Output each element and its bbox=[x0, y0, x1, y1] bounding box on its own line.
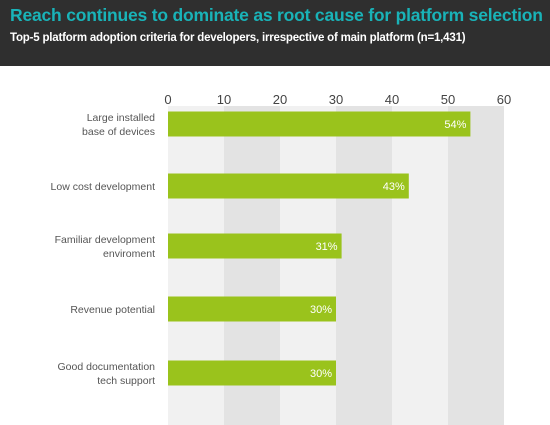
category-label: Familiar development bbox=[55, 234, 155, 246]
bar bbox=[168, 233, 342, 259]
bar-value-label: 54% bbox=[444, 119, 466, 131]
bar bbox=[168, 173, 409, 199]
x-tick-label: 40 bbox=[385, 92, 399, 107]
grid-band bbox=[392, 106, 448, 425]
category-label: tech support bbox=[97, 375, 155, 387]
category-label: Large installed bbox=[87, 112, 155, 124]
bar bbox=[168, 296, 336, 322]
x-tick-label: 20 bbox=[273, 92, 287, 107]
x-tick-label: 0 bbox=[164, 92, 171, 107]
category-label: Good documentation bbox=[58, 361, 156, 373]
x-tick-label: 50 bbox=[441, 92, 455, 107]
bar-chart: 0 10 20 30 40 50 60 54% Large installed base of d… bbox=[51, 92, 511, 425]
x-tick-label: 30 bbox=[329, 92, 343, 107]
chart-header: Reach continues to dominate as root caus… bbox=[0, 0, 550, 66]
x-tick-label: 10 bbox=[217, 92, 231, 107]
bar bbox=[168, 111, 471, 137]
category-label: base of devices bbox=[82, 126, 155, 138]
grid-band bbox=[448, 106, 504, 425]
bar-value-label: 30% bbox=[310, 368, 332, 380]
bar-value-label: 30% bbox=[310, 304, 332, 316]
category-label: Revenue potential bbox=[70, 304, 155, 316]
category-label: Low cost development bbox=[51, 181, 156, 193]
bar-value-label: 43% bbox=[383, 181, 405, 193]
chart-subtitle: Top-5 platform adoption criteria for dev… bbox=[10, 32, 466, 44]
category-label: enviroment bbox=[103, 248, 155, 260]
chart-title: Reach continues to dominate as root caus… bbox=[10, 5, 543, 25]
bar bbox=[168, 360, 336, 386]
grid-band bbox=[336, 106, 392, 425]
x-tick-label: 60 bbox=[497, 92, 511, 107]
chart-area: 0 10 20 30 40 50 60 54% Large installed base of d… bbox=[0, 66, 550, 425]
bar-value-label: 31% bbox=[316, 241, 338, 253]
